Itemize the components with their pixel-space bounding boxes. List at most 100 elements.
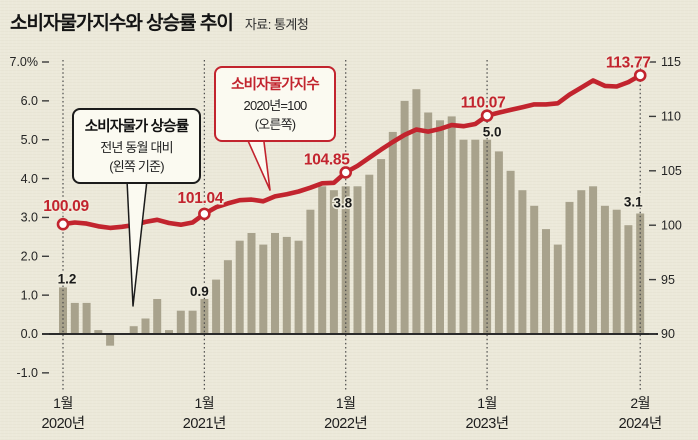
bar-month-22	[318, 186, 327, 334]
bar-month-13	[212, 279, 221, 334]
callout-line-series-title: 소비자물가지수	[231, 77, 320, 93]
right-axis-label: 105	[661, 164, 682, 178]
cpi-index-value-label: 101.04	[178, 190, 224, 207]
right-axis-label: 110	[661, 110, 681, 124]
right-axis-label: 115	[661, 55, 681, 69]
cpi-line-marker	[56, 217, 70, 231]
x-axis-month-label: 1월	[195, 395, 215, 411]
bar-month-41	[542, 229, 550, 334]
inflation-rate-value-label: 3.1	[624, 195, 643, 210]
bar-month-42	[553, 244, 562, 334]
left-axis-label: -1.0	[16, 366, 38, 380]
x-axis-month-label: 1월	[53, 395, 73, 411]
left-axis-label: 0.0	[21, 327, 38, 341]
bar-month-15	[235, 240, 244, 334]
bar-month-19	[282, 236, 291, 334]
bar-month-26	[365, 174, 374, 334]
cpi-line-marker	[480, 109, 494, 122]
callout-bar-series: 소비자물가 상승률 전년 동월 대비 (왼쪽 기준)	[72, 108, 201, 185]
left-axis-label: 7.0%	[10, 55, 39, 69]
bar-month-20	[294, 240, 303, 334]
x-axis-year-label: 2020년	[41, 415, 84, 432]
bar-month-43	[565, 201, 574, 334]
bar-month-18	[271, 233, 279, 334]
bar-month-38	[506, 170, 515, 334]
bar-month-16	[247, 233, 256, 334]
cpi-index-value-label: 110.07	[461, 95, 506, 112]
left-axis-label: 1.0	[21, 288, 38, 302]
inflation-rate-value-label: 1.2	[58, 271, 77, 286]
right-axis-labels: 115 110 105 100 95 90	[649, 55, 682, 341]
callout-line-series-basis: 2020년=100	[243, 97, 308, 113]
chart-header: 소비자물가지수와 상승률 추이 자료: 통계청	[10, 8, 309, 35]
bar-month-8	[153, 299, 162, 334]
inflation-rate-value-label: 0.9	[190, 284, 209, 299]
bar-month-24	[341, 186, 350, 334]
bar-month-30	[412, 89, 421, 334]
bar-month-44	[577, 190, 586, 334]
x-axis-month-label: 1월	[336, 395, 356, 411]
left-axis-label: 3.0	[21, 211, 38, 225]
bar-month-7	[141, 318, 150, 334]
left-axis-label: 6.0	[21, 94, 38, 108]
x-axis-year-label: 2021년	[183, 415, 226, 432]
bar-month-33	[447, 116, 456, 335]
chart-title: 소비자물가지수와 상승률 추이	[10, 13, 234, 34]
bar-month-29	[400, 100, 409, 335]
bar-month-1	[70, 302, 79, 334]
bar-month-35	[471, 139, 480, 334]
left-axis-label: 5.0	[21, 133, 38, 147]
bar-month-21	[306, 209, 315, 334]
callout-line-pointer	[244, 133, 271, 191]
x-axis-month-label: 1월	[477, 395, 497, 411]
cpi-line-marker	[633, 69, 647, 82]
bar-month-48	[624, 225, 633, 334]
bar-month-27	[377, 159, 386, 334]
bar-month-31	[424, 112, 433, 334]
bar-month-46	[600, 205, 609, 334]
bar-month-2	[82, 302, 91, 334]
bars-group	[59, 89, 645, 346]
bar-month-12	[200, 299, 209, 334]
cpi-index-value-label: 100.09	[43, 198, 89, 215]
x-axis-month-label: 2월	[630, 395, 650, 411]
bar-month-4	[106, 334, 115, 346]
cpi-index-value-label: 113.77	[606, 54, 651, 71]
cpi-index-value-label: 104.85	[304, 151, 350, 168]
bar-month-14	[223, 260, 232, 334]
right-axis-label: 90	[661, 327, 675, 341]
bar-month-17	[259, 244, 268, 334]
bar-month-23	[329, 190, 338, 334]
bar-month-39	[518, 190, 527, 334]
callout-bar-series-title: 소비자물가 상승률	[84, 119, 189, 135]
right-axis-label: 95	[661, 273, 675, 287]
bar-month-32	[436, 120, 444, 334]
inflation-rate-value-label: 5.0	[483, 125, 502, 140]
bar-month-9	[165, 330, 173, 334]
x-axis-year-label: 2023년	[466, 415, 509, 432]
bar-month-3	[94, 330, 103, 334]
bar-month-11	[188, 310, 197, 334]
cpi-index-line	[60, 73, 643, 231]
callout-bar-pointer	[126, 179, 148, 307]
chart-source-label: 자료: 통계청	[244, 17, 309, 32]
bar-month-34	[459, 139, 468, 334]
bar-month-25	[353, 186, 362, 334]
bar-month-10	[176, 310, 185, 334]
callout-bar-series-axis-note: (왼쪽 기준)	[109, 158, 164, 174]
x-axis-year-label: 2022년	[324, 415, 367, 432]
callout-line-series: 소비자물가지수 2020년=100 (오른쪽)	[214, 66, 336, 143]
bar-month-28	[388, 131, 397, 334]
inflation-rate-value-label: 3.8	[333, 195, 352, 210]
bar-month-37	[494, 151, 503, 334]
bar-month-47	[612, 209, 621, 334]
callout-bar-series-basis: 전년 동월 대비	[100, 139, 173, 155]
x-axis-year-label: 2024년	[619, 415, 662, 432]
right-axis-label: 100	[661, 218, 682, 232]
bar-month-45	[589, 186, 598, 334]
cpi-line-marker	[339, 166, 353, 179]
left-axis-label: 2.0	[21, 249, 38, 263]
callout-line-series-axis-note: (오른쪽)	[254, 116, 296, 132]
